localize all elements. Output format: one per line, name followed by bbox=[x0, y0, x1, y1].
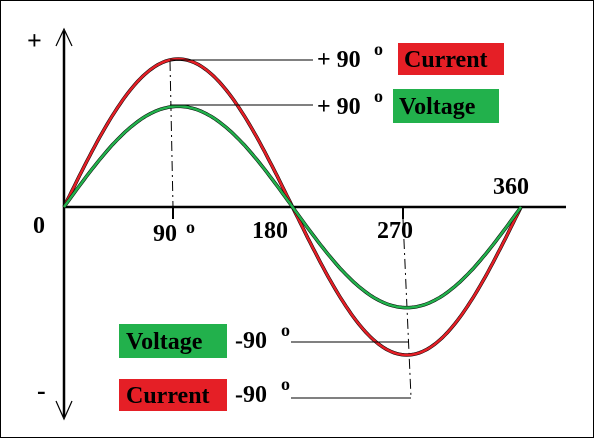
voltage-peak-value: + 90 bbox=[317, 94, 361, 120]
voltage-wave bbox=[62, 105, 523, 309]
current-peak-degree: o bbox=[374, 39, 383, 59]
guide-90 bbox=[169, 60, 174, 208]
current-peak-tag: Current bbox=[404, 47, 488, 73]
current-peak-value: + 90 bbox=[317, 47, 361, 73]
y-axis-top-arrow bbox=[55, 27, 73, 47]
tick-label-360: 360 bbox=[493, 174, 529, 200]
current-trough-tag-box bbox=[119, 379, 227, 411]
voltage-trough-value: -90 bbox=[235, 328, 267, 354]
current-trough-tag: Current bbox=[126, 383, 210, 409]
waves bbox=[62, 57, 523, 357]
tick-label-90: 90 bbox=[153, 221, 177, 247]
plus-label: + bbox=[27, 26, 42, 55]
voltage-peak-tag: Voltage bbox=[399, 94, 476, 120]
tick-label-270: 270 bbox=[377, 218, 413, 244]
tick-label-180: 180 bbox=[252, 218, 288, 244]
voltage-peak-tag-box bbox=[393, 89, 499, 123]
voltage-peak-degree: o bbox=[374, 86, 383, 106]
voltage-trough-degree: o bbox=[281, 320, 290, 340]
minus-label: - bbox=[37, 376, 46, 405]
origin-label: 0 bbox=[33, 213, 45, 239]
voltage-trough-tag: Voltage bbox=[126, 329, 203, 355]
voltage-trough-tag-box bbox=[119, 324, 227, 358]
current-peak-tag-box bbox=[398, 43, 504, 75]
current-trough-degree: o bbox=[281, 374, 290, 394]
tick-label-90-degree: o bbox=[186, 217, 195, 237]
current-trough-value: -90 bbox=[235, 382, 267, 408]
y-axis-bottom-arrow bbox=[55, 400, 73, 421]
